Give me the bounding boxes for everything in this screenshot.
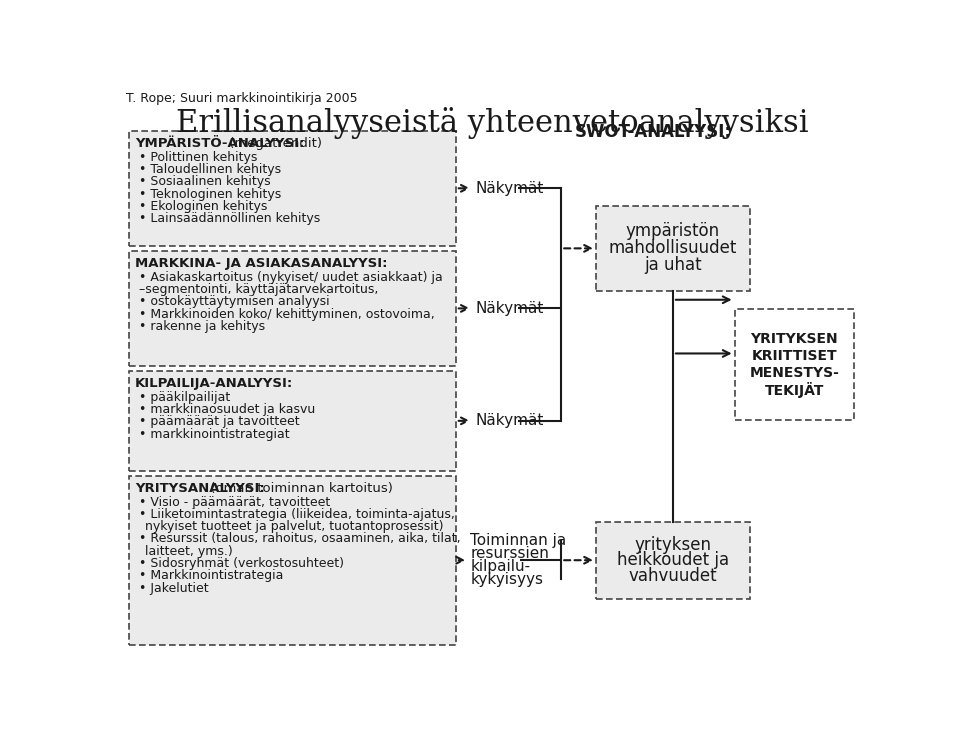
Text: (oman toiminnan kartoitus): (oman toiminnan kartoitus)	[206, 481, 394, 495]
Text: • Sidosryhmät (verkostosuhteet): • Sidosryhmät (verkostosuhteet)	[139, 557, 345, 570]
Text: laitteet, yms.): laitteet, yms.)	[146, 545, 233, 558]
Text: • markkinaosuudet ja kasvu: • markkinaosuudet ja kasvu	[139, 403, 316, 416]
Text: ja uhat: ja uhat	[644, 257, 702, 274]
Text: KRIITTISET: KRIITTISET	[752, 349, 837, 363]
Text: • Taloudellinen kehitys: • Taloudellinen kehitys	[139, 163, 281, 176]
Text: Näkymät: Näkymät	[475, 181, 543, 196]
Text: resurssien: resurssien	[470, 546, 549, 561]
Text: • Sosiaalinen kehitys: • Sosiaalinen kehitys	[139, 175, 271, 188]
Text: Erillisanalyyseistä yhteenvetoanalyysiksi: Erillisanalyyseistä yhteenvetoanalyysiks…	[176, 107, 808, 140]
Text: MENESTYS-: MENESTYS-	[750, 366, 839, 380]
FancyBboxPatch shape	[129, 251, 456, 366]
FancyBboxPatch shape	[596, 206, 750, 291]
Text: • Markkinoiden koko/ kehittyminen, ostovoima,: • Markkinoiden koko/ kehittyminen, ostov…	[139, 308, 435, 320]
Text: YMPÄRISTÖ-ANALYYSI:: YMPÄRISTÖ-ANALYYSI:	[134, 137, 304, 150]
FancyBboxPatch shape	[596, 522, 750, 599]
Text: • markkinointistrategiat: • markkinointistrategiat	[139, 428, 290, 441]
Text: Toiminnan ja: Toiminnan ja	[470, 533, 566, 548]
Text: Näkymät: Näkymät	[475, 413, 543, 429]
Text: T. Rope; Suuri markkinointikirja 2005: T. Rope; Suuri markkinointikirja 2005	[127, 92, 358, 105]
Text: kilpailu-: kilpailu-	[470, 559, 531, 574]
Text: • ostokäyttäytymisen analyysi: • ostokäyttäytymisen analyysi	[139, 295, 330, 308]
Text: • pääkilpailijat: • pääkilpailijat	[139, 391, 230, 404]
Text: • Teknologinen kehitys: • Teknologinen kehitys	[139, 187, 281, 201]
Text: • Polittinen kehitys: • Polittinen kehitys	[139, 151, 257, 164]
Text: KILPAILIJA-ANALYYSI:: KILPAILIJA-ANALYYSI:	[134, 377, 293, 390]
Text: • Markkinointistrategia: • Markkinointistrategia	[139, 570, 284, 582]
Text: • Jakelutiet: • Jakelutiet	[139, 582, 209, 595]
Text: heikkoudet ja: heikkoudet ja	[617, 551, 729, 569]
Text: • Asiakaskartoitus (nykyiset/ uudet asiakkaat) ja: • Asiakaskartoitus (nykyiset/ uudet asia…	[139, 270, 444, 284]
Text: • Liiketoimintastrategia (liikeidea, toiminta-ajatus,: • Liiketoimintastrategia (liikeidea, toi…	[139, 508, 455, 521]
Text: • Visio - päämäärät, tavoitteet: • Visio - päämäärät, tavoitteet	[139, 495, 330, 509]
Text: • Lainsäädännöllinen kehitys: • Lainsäädännöllinen kehitys	[139, 212, 321, 225]
Text: MARKKINA- JA ASIAKASANALYYSI:: MARKKINA- JA ASIAKASANALYYSI:	[134, 257, 387, 270]
FancyBboxPatch shape	[129, 370, 456, 471]
FancyBboxPatch shape	[734, 309, 853, 420]
Text: YRITYSANALYYSI:: YRITYSANALYYSI:	[134, 481, 264, 495]
Text: ympäristön: ympäristön	[626, 223, 720, 240]
Text: mahdollisuudet: mahdollisuudet	[609, 240, 737, 257]
Text: nykyiset tuotteet ja palvelut, tuotantoprosessit): nykyiset tuotteet ja palvelut, tuotantop…	[146, 520, 444, 533]
Text: vahvuudet: vahvuudet	[629, 567, 717, 584]
Text: Näkymät: Näkymät	[475, 301, 543, 316]
Text: TEKIJÄT: TEKIJÄT	[764, 382, 824, 398]
FancyBboxPatch shape	[129, 131, 456, 246]
Text: • Ekologinen kehitys: • Ekologinen kehitys	[139, 200, 268, 213]
Text: • Resurssit (talous, rahoitus, osaaminen, aika, tilat,: • Resurssit (talous, rahoitus, osaaminen…	[139, 532, 461, 545]
FancyBboxPatch shape	[129, 476, 456, 645]
Text: • päämäärät ja tavoitteet: • päämäärät ja tavoitteet	[139, 415, 300, 429]
Text: yrityksen: yrityksen	[635, 536, 711, 553]
Text: kykyisyys: kykyisyys	[470, 572, 543, 587]
Text: –segmentointi, käyttäjätarvekartoitus,: –segmentointi, käyttäjätarvekartoitus,	[139, 283, 378, 296]
Text: • rakenne ja kehitys: • rakenne ja kehitys	[139, 320, 266, 333]
Text: (megatrendit): (megatrendit)	[226, 137, 323, 150]
Text: SWOT-ANALYYSI:: SWOT-ANALYYSI:	[575, 123, 732, 141]
Text: YRITYKSEN: YRITYKSEN	[751, 332, 838, 346]
